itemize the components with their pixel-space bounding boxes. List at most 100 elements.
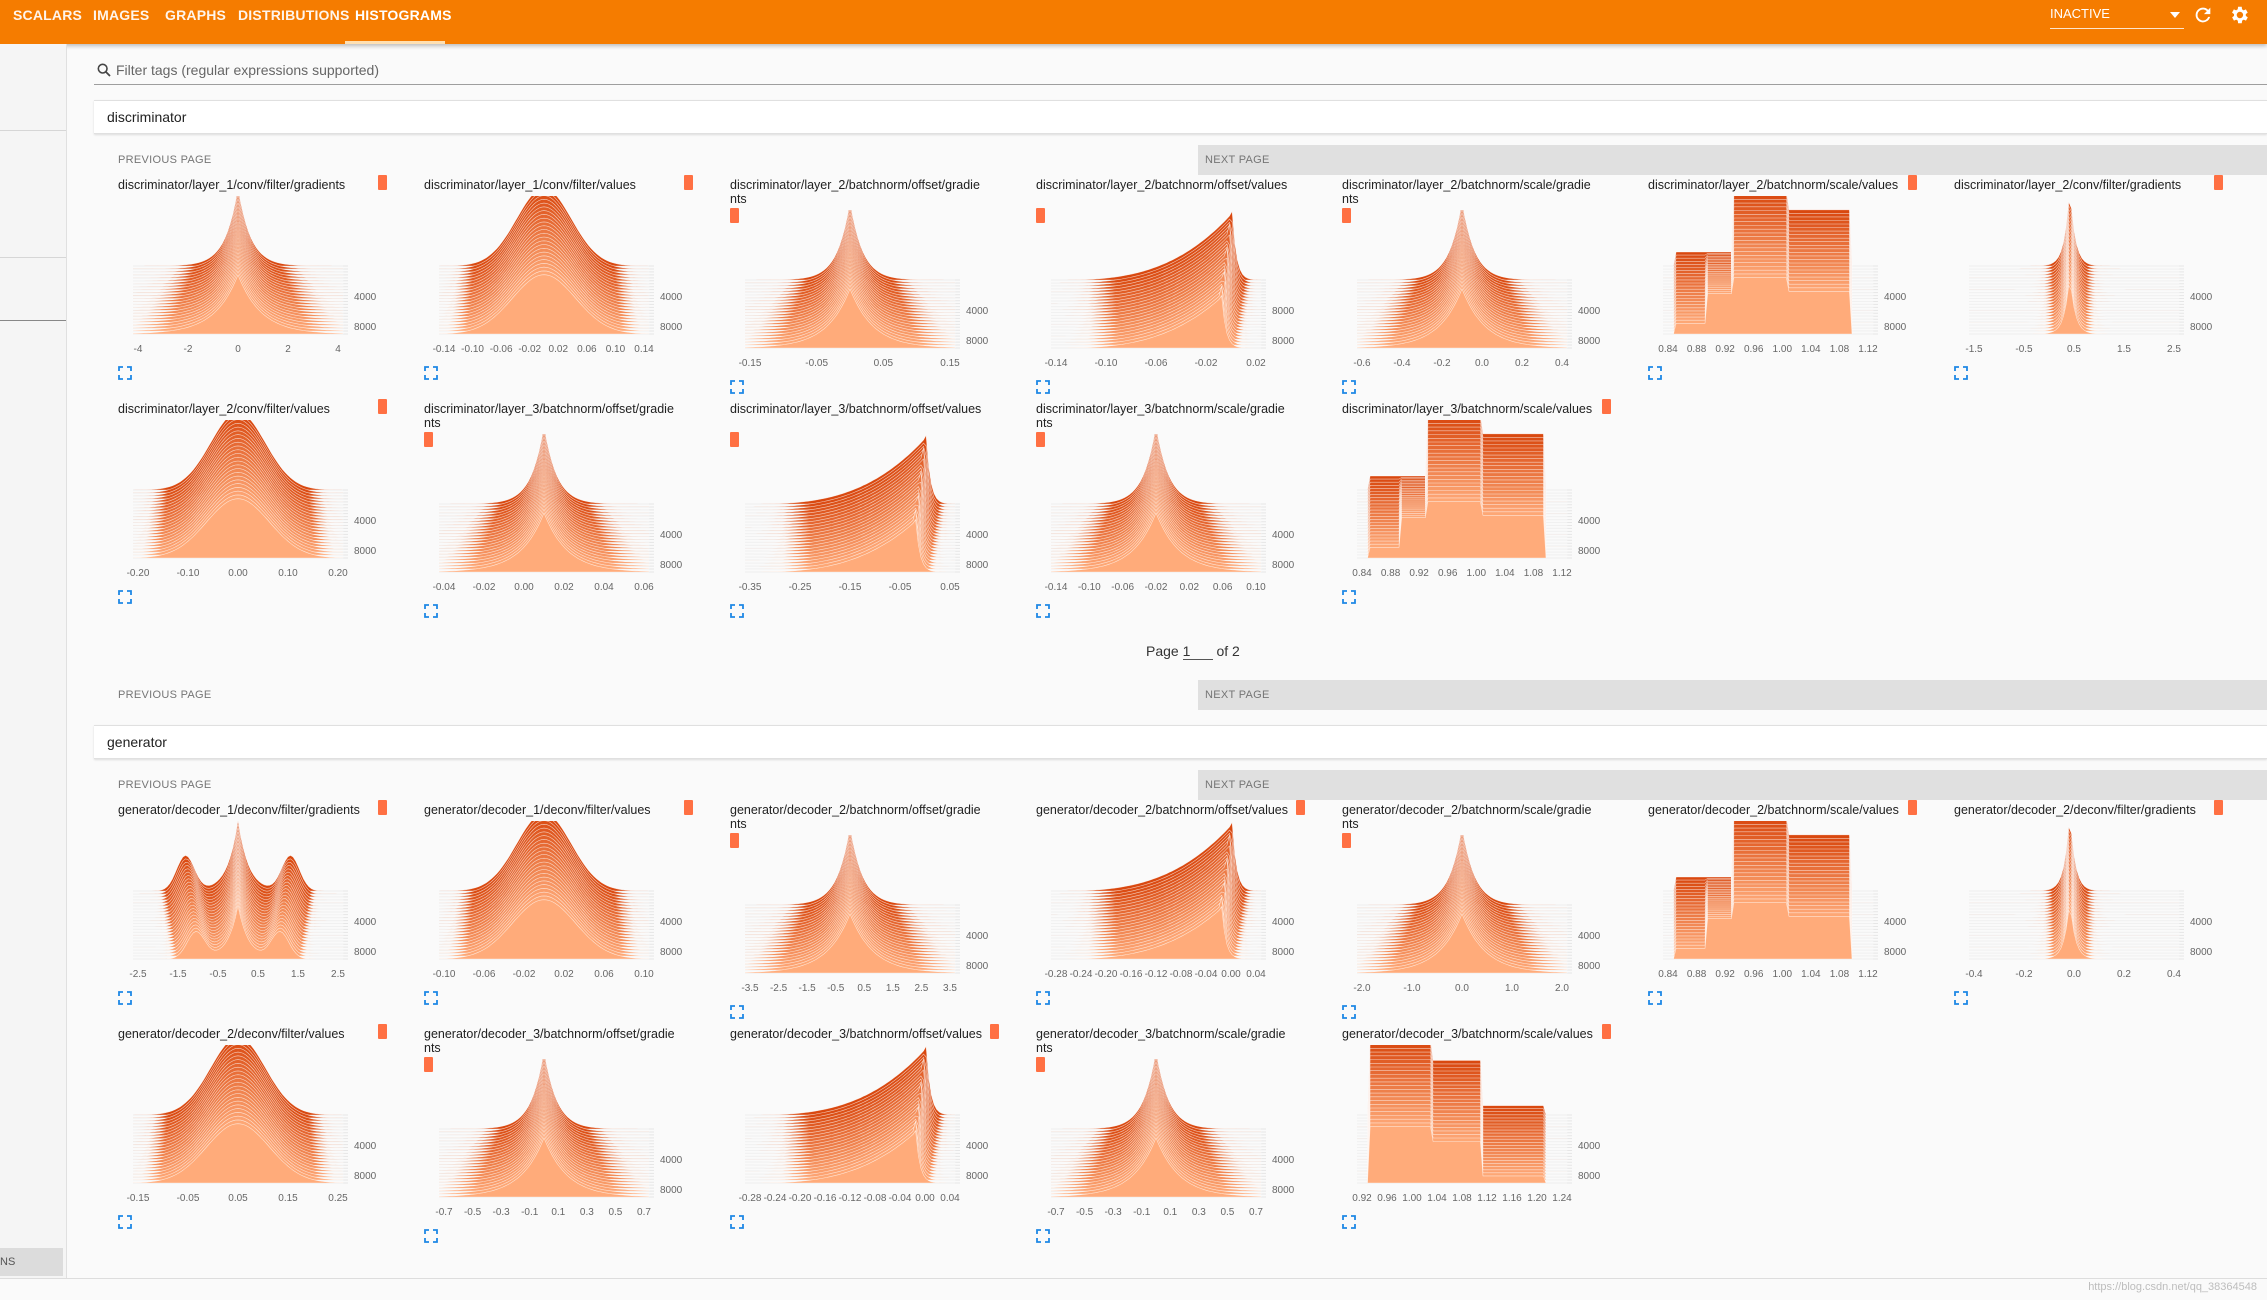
x-tick-label: -0.06 bbox=[490, 344, 513, 355]
fullscreen-icon[interactable] bbox=[1648, 991, 1662, 1005]
y-tick-label: 4000 bbox=[1578, 516, 1601, 527]
sidebar-bottom-button[interactable]: NS bbox=[0, 1248, 63, 1276]
tab-distributions[interactable]: DISTRIBUTIONS bbox=[238, 7, 350, 23]
previous-page-button[interactable]: PREVIOUS PAGE bbox=[118, 154, 212, 166]
fullscreen-icon[interactable] bbox=[1342, 1215, 1356, 1229]
x-tick-label: -0.1 bbox=[521, 1207, 539, 1218]
y-tick-label: 8000 bbox=[1578, 1171, 1601, 1182]
run-color-badge[interactable] bbox=[1036, 1057, 1045, 1072]
fullscreen-icon[interactable] bbox=[424, 366, 438, 380]
fullscreen-icon[interactable] bbox=[730, 604, 744, 618]
next-page-button[interactable]: NEXT PAGE bbox=[1198, 680, 2267, 710]
previous-page-button[interactable]: PREVIOUS PAGE bbox=[118, 689, 212, 701]
fullscreen-icon[interactable] bbox=[730, 380, 744, 394]
run-color-badge[interactable] bbox=[730, 432, 739, 447]
category-header-discriminator[interactable]: discriminator bbox=[94, 100, 2267, 134]
fullscreen-icon[interactable] bbox=[1342, 590, 1356, 604]
fullscreen-icon[interactable] bbox=[118, 991, 132, 1005]
x-tick-label: -0.4 bbox=[1965, 969, 1983, 980]
fullscreen-icon[interactable] bbox=[118, 366, 132, 380]
histogram-card: generator/decoder_1/deconv/filter/values… bbox=[414, 800, 704, 1017]
search-input[interactable]: Filter tags (regular expressions support… bbox=[116, 62, 380, 78]
fullscreen-icon[interactable] bbox=[1036, 604, 1050, 618]
tag-filter[interactable]: Filter tags (regular expressions support… bbox=[94, 58, 2267, 85]
histogram-chart: 0.84 0.88 0.92 0.96 1.00 1.04 1.08 1.12 4000 8000 bbox=[1658, 821, 1907, 980]
previous-page-button[interactable]: PREVIOUS PAGE bbox=[118, 779, 212, 791]
fullscreen-icon[interactable] bbox=[1954, 366, 1968, 380]
histogram-title: generator/decoder_3/batchnorm/offset/gra… bbox=[424, 1027, 675, 1055]
page-number-input[interactable]: 1 bbox=[1182, 643, 1213, 660]
fullscreen-icon[interactable] bbox=[424, 1229, 438, 1243]
run-color-badge[interactable] bbox=[684, 800, 693, 815]
run-color-badge[interactable] bbox=[1602, 399, 1611, 414]
fullscreen-icon[interactable] bbox=[730, 1005, 744, 1019]
run-selector[interactable]: INACTIVE bbox=[2050, 4, 2184, 29]
fullscreen-icon[interactable] bbox=[1036, 1229, 1050, 1243]
histogram-card: discriminator/layer_2/batchnorm/scale/va… bbox=[1638, 175, 1928, 392]
run-color-badge[interactable] bbox=[1296, 800, 1305, 815]
tab-images[interactable]: IMAGES bbox=[93, 7, 150, 23]
histogram-card: generator/decoder_2/batchnorm/offset/val… bbox=[1026, 800, 1316, 1017]
x-tick-label: 0.14 bbox=[634, 344, 654, 355]
x-tick-label: 1.00 bbox=[1467, 568, 1487, 579]
run-color-badge[interactable] bbox=[1342, 833, 1351, 848]
run-color-badge[interactable] bbox=[378, 175, 387, 190]
tab-histograms[interactable]: HISTOGRAMS bbox=[345, 0, 451, 44]
histogram-chart: -1.5 -0.5 0.5 1.5 2.5 4000 8000 bbox=[1965, 200, 2213, 355]
fullscreen-icon[interactable] bbox=[1954, 991, 1968, 1005]
tab-graphs[interactable]: GRAPHS bbox=[165, 7, 227, 23]
run-color-badge[interactable] bbox=[424, 1057, 433, 1072]
x-tick-label: 1.24 bbox=[1552, 1193, 1572, 1204]
run-color-badge[interactable] bbox=[1602, 1024, 1611, 1039]
run-color-badge[interactable] bbox=[1036, 432, 1045, 447]
run-color-badge[interactable] bbox=[1342, 208, 1351, 223]
fullscreen-icon[interactable] bbox=[1342, 380, 1356, 394]
x-tick-label: 1.04 bbox=[1801, 969, 1821, 980]
x-tick-label: -0.20 bbox=[1095, 969, 1118, 980]
fullscreen-icon[interactable] bbox=[1036, 991, 1050, 1005]
fullscreen-icon[interactable] bbox=[118, 590, 132, 604]
run-color-badge[interactable] bbox=[378, 1024, 387, 1039]
histogram-card: generator/decoder_3/batchnorm/offset/val… bbox=[720, 1024, 1010, 1241]
histogram-title: discriminator/layer_2/batchnorm/offset/g… bbox=[730, 178, 980, 206]
x-tick-label: 0.10 bbox=[634, 969, 654, 980]
fullscreen-icon[interactable] bbox=[730, 1215, 744, 1229]
refresh-icon[interactable] bbox=[2192, 4, 2214, 26]
fullscreen-icon[interactable] bbox=[1648, 366, 1662, 380]
run-color-badge[interactable] bbox=[990, 1024, 999, 1039]
sidebar-input-underline[interactable] bbox=[0, 320, 66, 321]
x-tick-label: -0.2 bbox=[1433, 358, 1451, 369]
histogram-title: discriminator/layer_2/conv/filter/gradie… bbox=[1954, 178, 2182, 192]
run-color-badge[interactable] bbox=[2214, 175, 2223, 190]
run-color-badge[interactable] bbox=[1036, 208, 1045, 223]
fullscreen-icon[interactable] bbox=[1342, 1005, 1356, 1019]
y-tick-label: 4000 bbox=[354, 292, 377, 303]
run-color-badge[interactable] bbox=[1908, 800, 1917, 815]
x-tick-label: -0.12 bbox=[1145, 969, 1168, 980]
histogram-chart: -0.14 -0.10 -0.06 -0.02 0.02 8000 8000 bbox=[1045, 210, 1295, 369]
x-tick-label: -0.02 bbox=[473, 582, 496, 593]
run-color-badge[interactable] bbox=[2214, 800, 2223, 815]
run-color-badge[interactable] bbox=[730, 208, 739, 223]
x-tick-label: -0.20 bbox=[127, 568, 150, 579]
run-color-badge[interactable] bbox=[378, 800, 387, 815]
x-tick-label: 0.02 bbox=[1246, 358, 1266, 369]
fullscreen-icon[interactable] bbox=[424, 604, 438, 618]
histogram-chart: -0.6 -0.4 -0.2 0.0 0.2 0.4 4000 8000 bbox=[1353, 210, 1601, 369]
fullscreen-icon[interactable] bbox=[118, 1215, 132, 1229]
gear-icon[interactable] bbox=[2228, 4, 2250, 26]
run-color-badge[interactable] bbox=[424, 432, 433, 447]
histogram-card: discriminator/layer_2/batchnorm/offset/g… bbox=[720, 178, 1010, 394]
run-color-badge[interactable] bbox=[684, 175, 693, 190]
category-header-generator[interactable]: generator bbox=[94, 725, 2267, 759]
fullscreen-icon[interactable] bbox=[424, 991, 438, 1005]
next-page-button[interactable]: NEXT PAGE bbox=[1198, 145, 2267, 175]
fullscreen-icon[interactable] bbox=[1036, 380, 1050, 394]
next-page-button[interactable]: NEXT PAGE bbox=[1198, 770, 2267, 800]
run-color-badge[interactable] bbox=[378, 399, 387, 414]
histogram-chart: -0.35 -0.25 -0.15 -0.05 0.05 4000 8000 bbox=[739, 434, 989, 593]
x-tick-label: -0.5 bbox=[464, 1207, 482, 1218]
tab-scalars[interactable]: SCALARS bbox=[13, 7, 83, 23]
run-color-badge[interactable] bbox=[1908, 175, 1917, 190]
run-color-badge[interactable] bbox=[730, 833, 739, 848]
